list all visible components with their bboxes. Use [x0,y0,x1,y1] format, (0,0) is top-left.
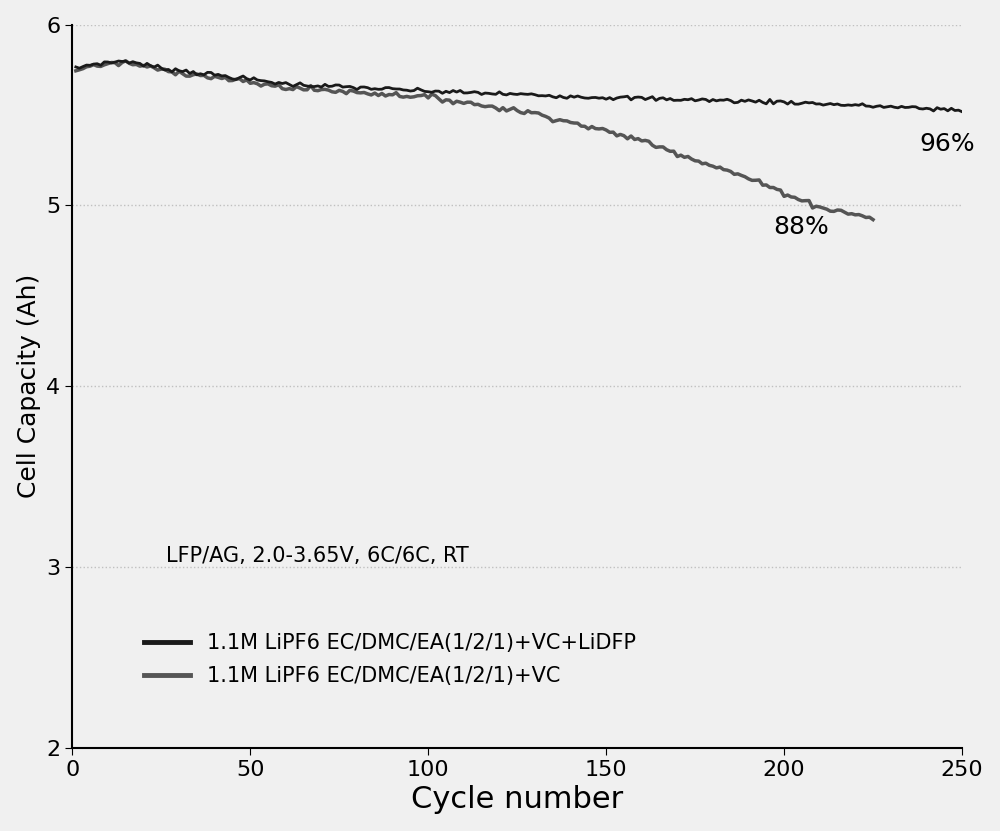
1.1M LiPF6 EC/DMC/EA(1/2/1)+VC [629,135,641,145]
Y-axis label: Cell Capacity (Ah): Cell Capacity (Ah) [17,274,41,499]
1.1M LiPF6 EC/DMC/EA(1/2/1)+VC+LiDFP [113,56,125,66]
1.1M LiPF6 EC/DMC/EA(1/2/1)+VC+LiDFP [440,86,452,96]
1.1M LiPF6 EC/DMC/EA(1/2/1)+VC [120,56,132,66]
Text: 96%: 96% [919,132,975,156]
Legend: 1.1M LiPF6 EC/DMC/EA(1/2/1)+VC+LiDFP, 1.1M LiPF6 EC/DMC/EA(1/2/1)+VC: 1.1M LiPF6 EC/DMC/EA(1/2/1)+VC+LiDFP, 1.… [136,625,644,694]
Text: LFP/AG, 2.0-3.65V, 6C/6C, RT: LFP/AG, 2.0-3.65V, 6C/6C, RT [166,546,468,566]
1.1M LiPF6 EC/DMC/EA(1/2/1)+VC [70,66,82,76]
1.1M LiPF6 EC/DMC/EA(1/2/1)+VC [867,214,879,224]
Line: 1.1M LiPF6 EC/DMC/EA(1/2/1)+VC: 1.1M LiPF6 EC/DMC/EA(1/2/1)+VC [76,61,873,219]
1.1M LiPF6 EC/DMC/EA(1/2/1)+VC+LiDFP [586,92,598,102]
Text: 88%: 88% [773,215,829,239]
1.1M LiPF6 EC/DMC/EA(1/2/1)+VC+LiDFP [429,86,441,96]
1.1M LiPF6 EC/DMC/EA(1/2/1)+VC+LiDFP [956,106,968,116]
1.1M LiPF6 EC/DMC/EA(1/2/1)+VC [739,172,751,182]
1.1M LiPF6 EC/DMC/EA(1/2/1)+VC+LiDFP [686,94,698,104]
1.1M LiPF6 EC/DMC/EA(1/2/1)+VC [707,161,719,171]
1.1M LiPF6 EC/DMC/EA(1/2/1)+VC [294,83,306,93]
1.1M LiPF6 EC/DMC/EA(1/2/1)+VC+LiDFP [924,104,936,114]
Line: 1.1M LiPF6 EC/DMC/EA(1/2/1)+VC+LiDFP: 1.1M LiPF6 EC/DMC/EA(1/2/1)+VC+LiDFP [76,61,962,111]
X-axis label: Cycle number: Cycle number [411,785,623,814]
1.1M LiPF6 EC/DMC/EA(1/2/1)+VC+LiDFP [70,62,82,72]
1.1M LiPF6 EC/DMC/EA(1/2/1)+VC+LiDFP [219,71,231,81]
1.1M LiPF6 EC/DMC/EA(1/2/1)+VC [714,162,726,172]
1.1M LiPF6 EC/DMC/EA(1/2/1)+VC [237,76,249,86]
